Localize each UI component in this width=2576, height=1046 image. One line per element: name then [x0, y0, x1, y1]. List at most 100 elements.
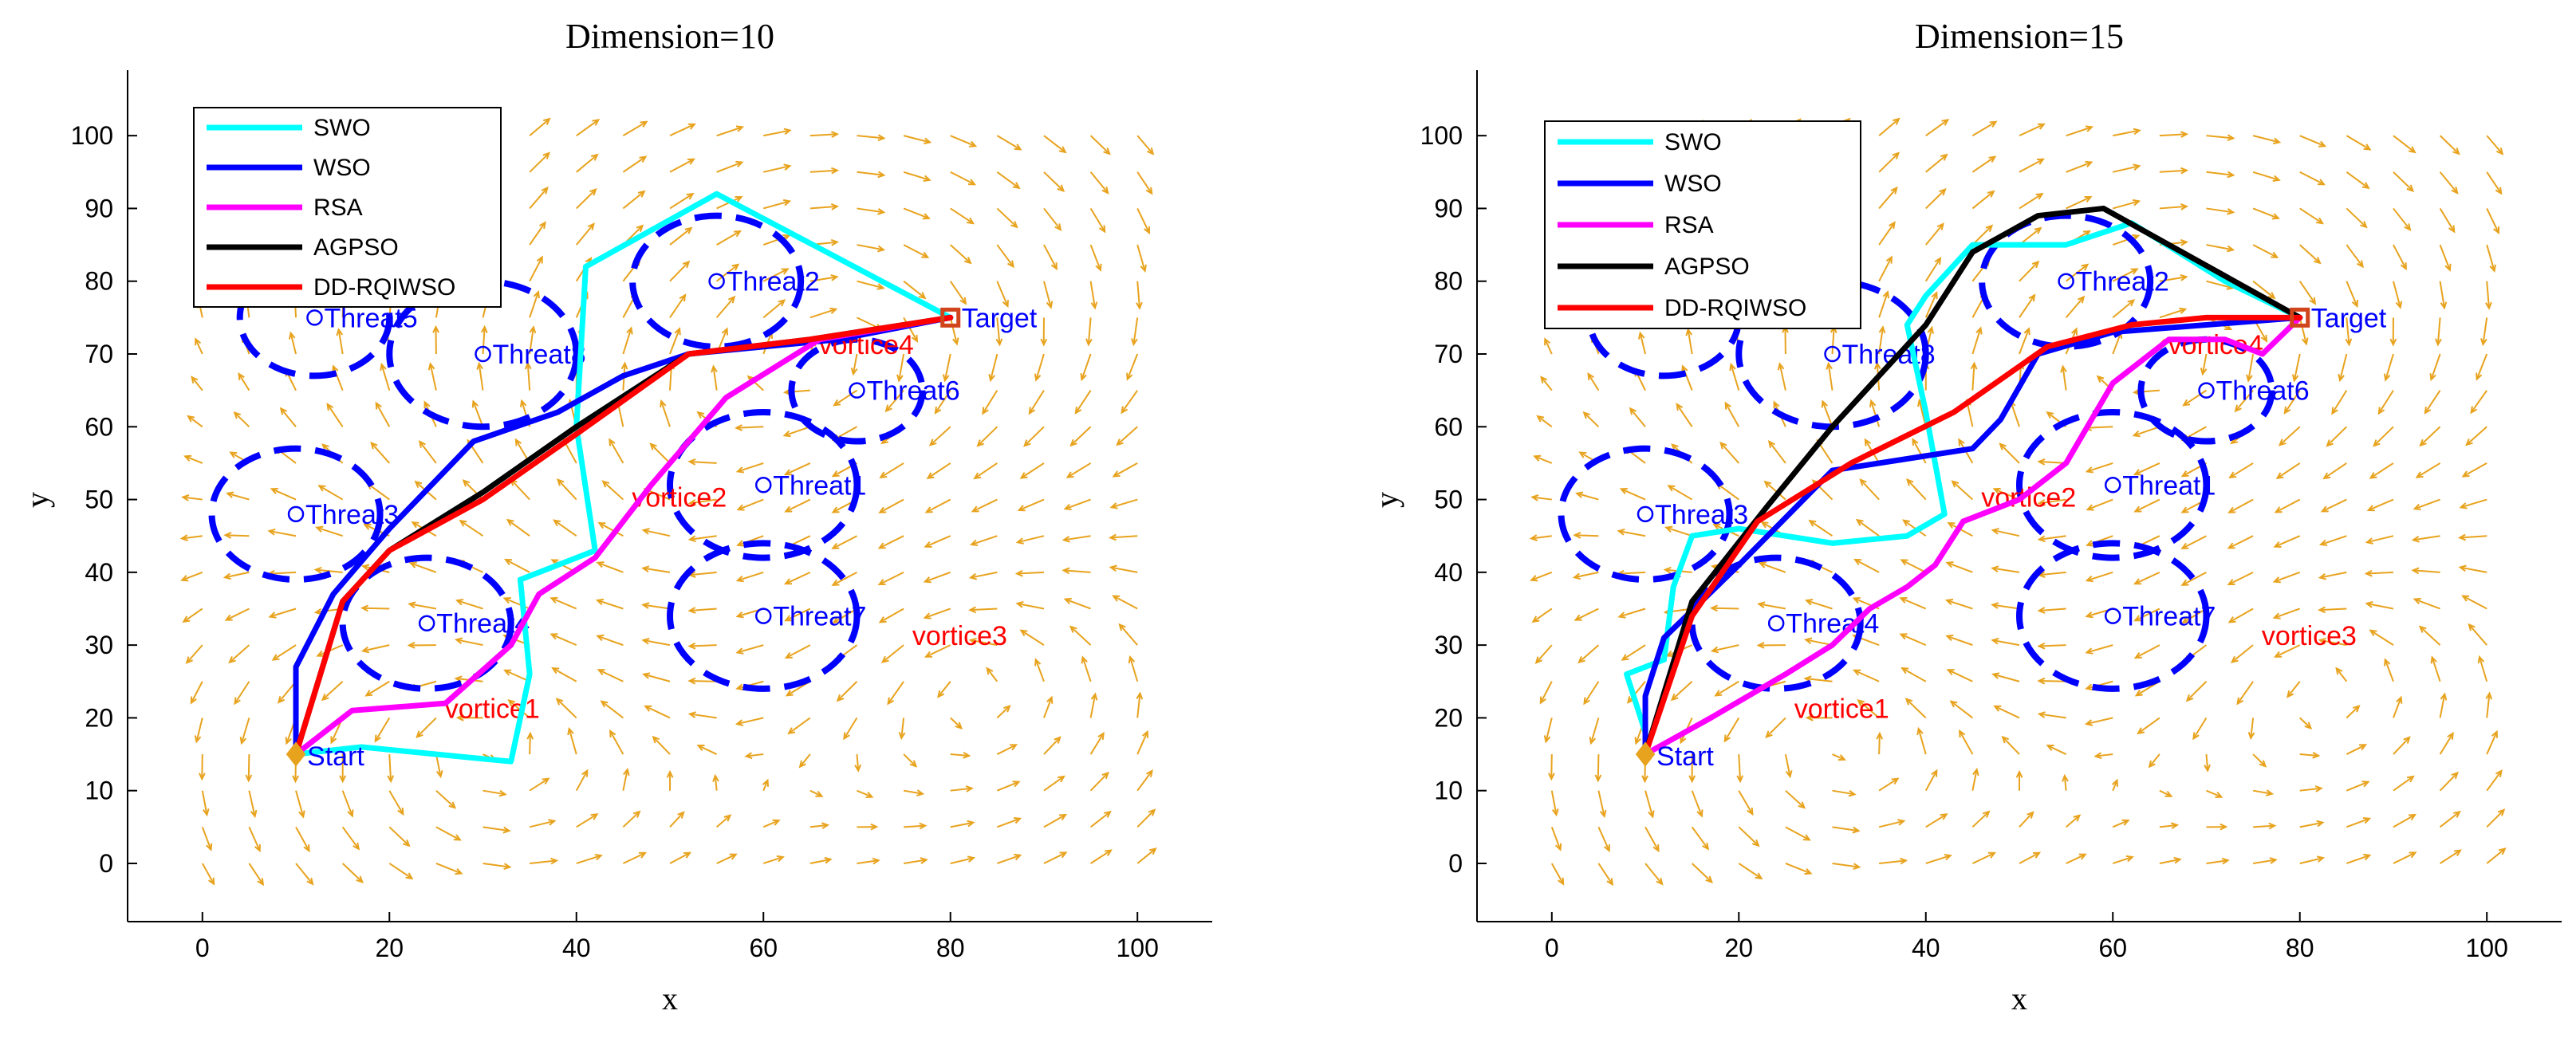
flow-arrow	[374, 717, 391, 742]
flow-arrow	[857, 244, 884, 251]
flow-arrow-head	[427, 362, 435, 371]
flow-arrow-head	[921, 251, 930, 258]
flow-arrow-head	[1723, 734, 1731, 743]
flow-arrow-head	[1539, 696, 1546, 705]
flow-arrow-head	[1934, 257, 1942, 265]
flow-arrow	[736, 717, 764, 726]
flow-arrow-head	[1015, 600, 1024, 608]
flow-arrow-head	[2283, 406, 2291, 415]
flow-arrow-head	[784, 651, 793, 659]
flow-arrow	[2346, 207, 2367, 228]
flow-arrow-head	[1864, 438, 1872, 446]
flow-arrow	[2228, 535, 2254, 549]
flow-arrow	[650, 443, 671, 464]
flow-arrow-head	[435, 770, 443, 779]
flow-arrow-head	[2220, 823, 2228, 831]
flow-arrow	[1924, 258, 1941, 282]
flow-arrow	[2393, 171, 2414, 192]
flow-arrow	[2279, 426, 2301, 446]
flow-arrow-head	[2226, 245, 2235, 253]
flow-arrow	[1900, 559, 1927, 573]
threat-center-marker	[708, 273, 725, 289]
flow-arrow	[1574, 534, 1599, 537]
flow-arrow	[832, 571, 857, 586]
flow-arrow	[737, 571, 764, 582]
flow-arrow-head	[1109, 564, 1117, 572]
flow-arrow-head	[1606, 878, 1614, 887]
flow-arrow-head	[589, 188, 597, 196]
flow-arrow-head	[1685, 328, 1693, 336]
flow-arrow	[2346, 244, 2364, 268]
flow-arrow-head	[1617, 528, 1625, 536]
flow-arrow-head	[923, 175, 932, 182]
flow-arrow-head	[2272, 175, 2281, 182]
flow-arrow-head	[1059, 813, 1068, 821]
flow-arrow	[832, 535, 857, 549]
flow-arrow	[318, 485, 344, 501]
flow-arrow	[2470, 390, 2488, 414]
flow-arrow-head	[920, 857, 928, 864]
flow-arrow-head	[1670, 693, 1679, 702]
flow-arrow	[598, 669, 624, 682]
flow-arrow	[195, 338, 203, 355]
flow-arrow-head	[2215, 791, 2223, 799]
threat-zone	[667, 409, 861, 561]
chart-title: Dimension=10	[565, 17, 774, 56]
flow-arrow	[2181, 571, 2207, 586]
flow-arrow-head	[2383, 373, 2391, 382]
flow-arrow	[2298, 317, 2307, 344]
flow-arrow-head	[2448, 225, 2456, 234]
flow-arrow	[269, 530, 297, 537]
flow-arrow-head	[623, 767, 630, 777]
flow-arrow-head	[2304, 722, 2313, 729]
flow-arrow	[903, 859, 927, 864]
flow-arrow	[2439, 135, 2460, 155]
series-line-agpso	[1642, 205, 2303, 757]
flow-arrow-head	[2227, 134, 2235, 142]
flow-arrow-head	[687, 677, 696, 685]
flow-arrow	[2038, 571, 2066, 576]
flow-arrow-head	[884, 404, 892, 413]
flow-arrow	[762, 855, 784, 864]
y-tick-label: 60	[85, 412, 113, 441]
flow-arrow-head	[1534, 656, 1543, 665]
flow-arrow-head	[2001, 735, 2010, 744]
flow-arrow	[622, 769, 628, 791]
flow-arrow-head	[223, 532, 232, 539]
flow-arrow	[2431, 657, 2441, 682]
flow-arrow-head	[1712, 523, 1721, 530]
flow-arrow-head	[830, 203, 840, 210]
flow-arrow	[365, 680, 390, 697]
flow-arrow	[2486, 770, 2503, 792]
flow-arrow-head	[519, 399, 527, 407]
flow-arrow	[1576, 492, 1599, 501]
y-tick-label: 70	[1434, 340, 1463, 368]
flow-arrow	[996, 781, 1019, 792]
flow-arrow-head	[1873, 361, 1881, 370]
flow-arrow-head	[597, 669, 605, 676]
flow-arrow	[529, 777, 549, 792]
flow-arrow-head	[831, 131, 840, 139]
flow-arrow-head	[783, 163, 792, 171]
flow-arrow-head	[279, 407, 287, 415]
flow-arrow	[248, 826, 261, 851]
flow-arrow	[435, 826, 461, 841]
flow-arrow	[2339, 353, 2348, 381]
flow-arrow-head	[414, 480, 423, 489]
flow-arrow	[2252, 207, 2279, 219]
flow-arrow	[2010, 400, 2020, 427]
flow-arrow-head	[687, 607, 696, 614]
flow-arrow	[1136, 171, 1153, 195]
flow-arrow-head	[529, 325, 537, 334]
flow-arrow-head	[733, 230, 742, 238]
flow-arrow	[2086, 462, 2113, 473]
flow-arrow-head	[821, 822, 830, 830]
flow-arrow-head	[2313, 257, 2322, 265]
flow-arrow	[238, 373, 250, 391]
y-tick-label: 50	[85, 486, 113, 514]
flow-arrow-head	[876, 283, 885, 290]
flow-arrow	[2087, 498, 2113, 511]
flow-arrow	[1132, 317, 1139, 345]
flow-arrow	[2393, 207, 2411, 230]
